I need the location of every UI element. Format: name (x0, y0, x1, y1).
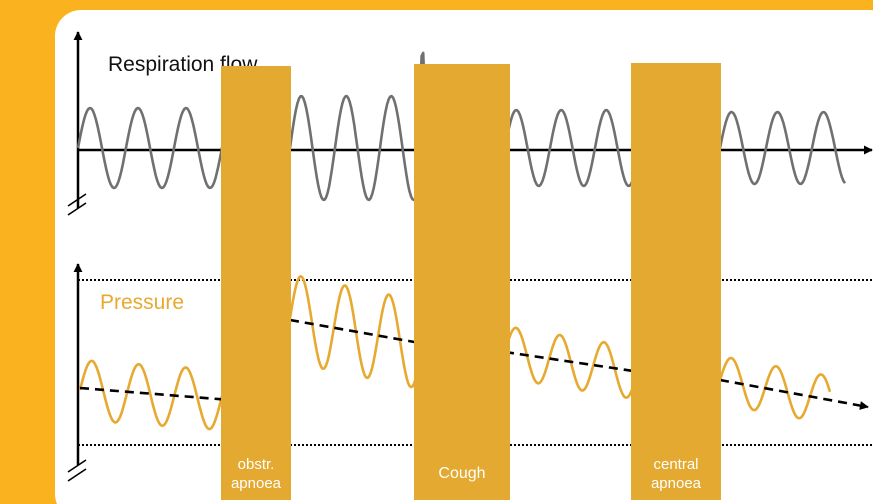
event-bar-central-apnoea: central apnoea (631, 63, 721, 500)
event-label-central-apnoea-line2: apnoea (651, 475, 702, 492)
event-label-obstructive-apnoea-line2: apnoea (231, 475, 282, 492)
pressure-trend-segment-1 (79, 386, 231, 402)
pressure-trend-segment-4 (719, 378, 869, 410)
pressure-title: Pressure (100, 291, 184, 314)
pressure-trend-segment-3 (504, 350, 641, 374)
flow-axis-break-icon (67, 193, 87, 216)
event-label-obstructive-apnoea-line1: obstr. (238, 456, 275, 473)
event-label-central-apnoea-line1: central (653, 456, 698, 473)
event-bar-obstructive-apnoea: obstr. apnoea (221, 66, 291, 500)
pressure-axis-break-icon (67, 459, 87, 482)
pressure-line (78, 275, 832, 431)
respiration-flow-title: Respiration flow (108, 53, 258, 76)
event-label-cough: Cough (438, 465, 485, 482)
pressure-trend-segment-2 (289, 318, 421, 345)
event-bar-cough: Cough (414, 64, 510, 500)
